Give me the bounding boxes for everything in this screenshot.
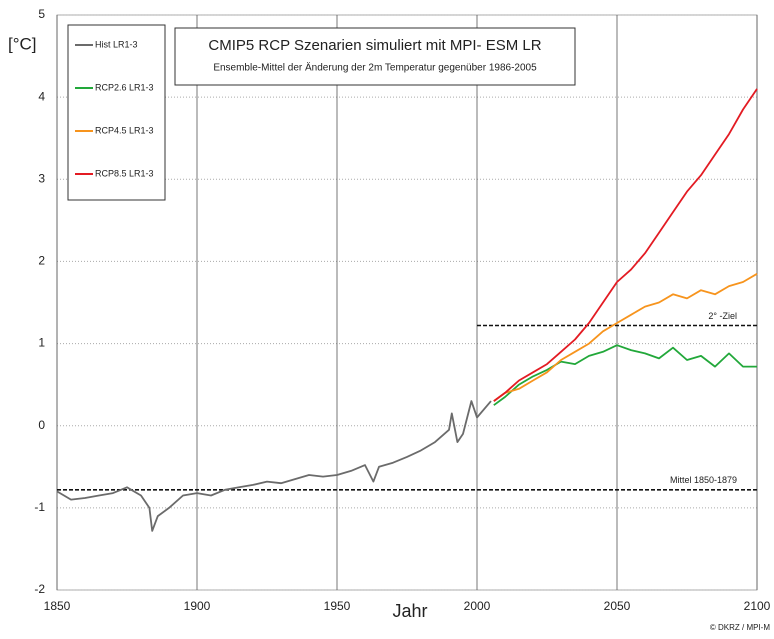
y-tick-label: 0	[38, 418, 45, 432]
credit: © DKRZ / MPI-M	[710, 623, 770, 632]
y-tick-label: -2	[34, 582, 45, 596]
x-tick-label: 2100	[744, 599, 771, 613]
series-line	[493, 88, 758, 402]
series-line	[493, 344, 757, 406]
reference-label: Mittel 1850-1879	[670, 475, 737, 485]
legend-label: RCP4.5 LR1-3	[95, 125, 154, 135]
y-axis-label: [°C]	[8, 34, 37, 53]
series-line	[493, 273, 758, 402]
series-line	[56, 400, 492, 532]
legend-label: RCP2.6 LR1-3	[95, 82, 154, 92]
reference-label: 2° -Ziel	[708, 311, 737, 321]
y-tick-label: 1	[38, 336, 45, 350]
y-tick-label: 5	[38, 7, 45, 21]
y-tick-label: 4	[38, 89, 45, 103]
y-tick-label: -1	[34, 500, 45, 514]
x-tick-label: 2050	[604, 599, 631, 613]
legend-label: RCP8.5 LR1-3	[95, 168, 154, 178]
x-tick-label: 1900	[184, 599, 211, 613]
y-tick-label: 2	[38, 254, 45, 268]
x-axis-label: Jahr	[392, 601, 427, 621]
x-tick-label: 1950	[324, 599, 351, 613]
x-tick-label: 1850	[44, 599, 71, 613]
legend-label: Hist LR1-3	[95, 39, 138, 49]
x-tick-label: 2000	[464, 599, 491, 613]
legend-box	[67, 24, 166, 201]
y-tick-label: 3	[38, 171, 45, 185]
chart-title: CMIP5 RCP Szenarien simuliert mit MPI- E…	[208, 37, 541, 54]
title-box	[174, 27, 576, 86]
chart-subtitle: Ensemble-Mittel der Änderung der 2m Temp…	[213, 62, 537, 74]
